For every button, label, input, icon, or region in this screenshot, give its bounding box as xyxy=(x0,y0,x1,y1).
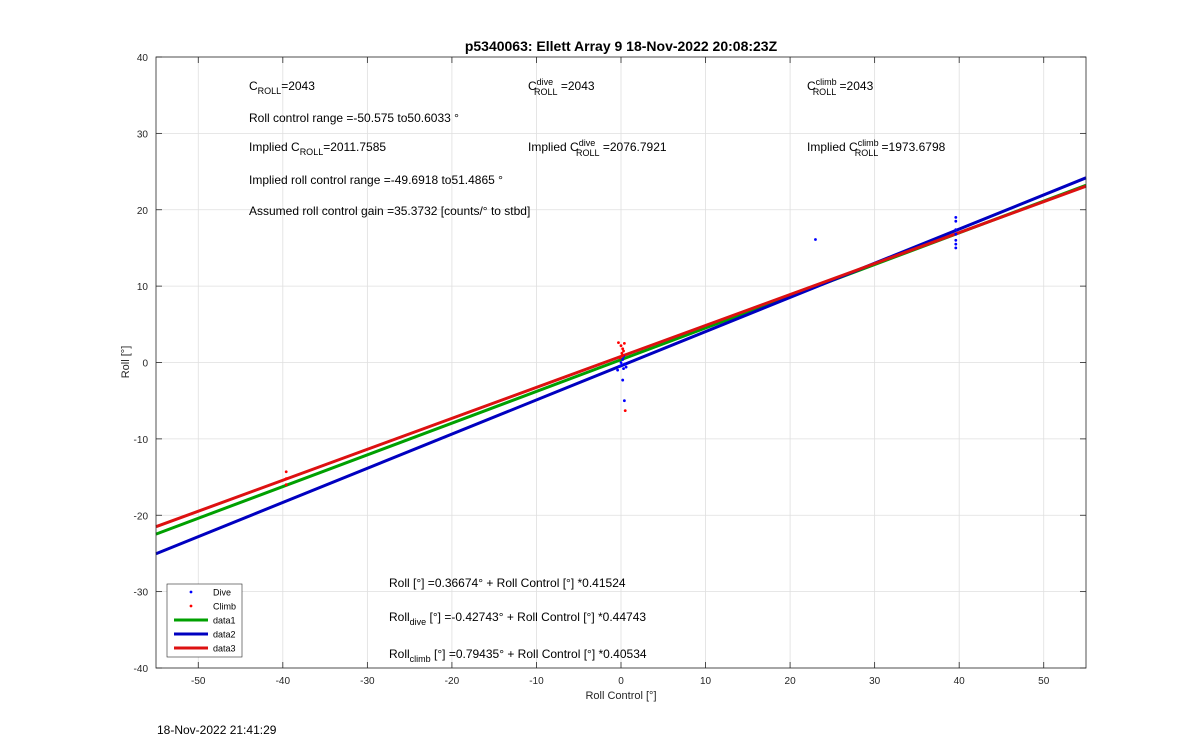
legend-label: Climb xyxy=(213,602,236,612)
y-tick-label: -40 xyxy=(134,664,149,675)
scatter-points xyxy=(284,215,958,487)
x-tick-label: -50 xyxy=(191,676,206,687)
point-dive xyxy=(954,246,958,250)
y-tick-label: -30 xyxy=(134,588,149,599)
legend-label: data1 xyxy=(213,616,236,626)
point-dive xyxy=(624,365,628,369)
point-climb xyxy=(621,354,625,358)
implied-c-roll-climb-label: Implied Cclimb ROLL =1973.6798 xyxy=(807,138,946,158)
legend: Dive Climb data1 data2 data3 xyxy=(166,583,243,658)
point-dive xyxy=(622,367,625,371)
x-tick-label: 10 xyxy=(700,676,712,687)
point-climb xyxy=(621,347,625,351)
point-climb xyxy=(617,341,620,345)
point-dive xyxy=(954,219,958,223)
x-tick-label: 0 xyxy=(618,676,624,687)
fit-climb-label: Rollclimb [°] =0.79435° + Roll Control [… xyxy=(389,647,647,664)
point-climb xyxy=(622,342,626,345)
point-dive xyxy=(621,358,625,361)
y-axis-label: Roll [°] xyxy=(120,346,132,379)
y-tick-label: -20 xyxy=(134,511,149,522)
gain-label: Assumed roll control gain =35.3732 [coun… xyxy=(249,204,530,218)
point-climb xyxy=(620,351,624,355)
point-dive xyxy=(623,362,627,366)
point-dive xyxy=(954,238,958,242)
point-dive xyxy=(621,378,625,382)
c-roll-dive-label: Cdive ROLL =2043 xyxy=(528,77,595,97)
point-dive xyxy=(954,232,958,236)
x-tick-label: -30 xyxy=(360,676,375,687)
roll-chart: -50 -40 -30 -20 -10 0 10 20 30 40 50 -40 -30 -20 -10 0 1… xyxy=(120,38,1087,702)
legend-label: data3 xyxy=(213,644,236,654)
fit-dive-label: Rolldive [°] =-0.42743° + Roll Control [… xyxy=(389,610,646,627)
y-tick-label: 20 xyxy=(137,206,149,217)
fit-all-label: Roll [°] =0.36674° + Roll Control [°] *0… xyxy=(389,576,626,590)
point-dive xyxy=(617,364,621,368)
point-climb xyxy=(623,409,627,413)
axis-ticks xyxy=(156,56,1086,669)
point-dive xyxy=(619,361,623,364)
y-tick-label: 30 xyxy=(137,129,149,140)
legend-label: data2 xyxy=(213,630,236,640)
point-climb xyxy=(284,470,288,474)
implied-c-roll-dive-label: Implied Cdive ROLL =2076.7921 xyxy=(528,138,667,158)
annotations: CROLL=2043 Cdive ROLL =2043 Cclimb ROLL =204… xyxy=(249,77,946,664)
implied-c-roll-label: Implied CROLL=2011.7585 xyxy=(249,140,386,157)
y-tick-label: 10 xyxy=(137,282,149,293)
point-dive xyxy=(814,238,817,241)
x-tick-label: 20 xyxy=(785,676,797,687)
x-axis-label: Roll Control [°] xyxy=(585,690,656,702)
y-tick-label: 0 xyxy=(142,359,148,370)
x-tick-label: -40 xyxy=(276,676,291,687)
legend-label: Dive xyxy=(213,588,231,598)
point-dive xyxy=(954,242,958,246)
c-roll-label: CROLL=2043 xyxy=(249,79,315,96)
point-dive xyxy=(954,228,958,232)
legend-marker-climb xyxy=(189,604,193,608)
point-climb xyxy=(622,349,625,353)
c-roll-climb-label: Cclimb ROLL =2043 xyxy=(807,77,874,97)
fit-line-data3 xyxy=(155,184,1087,529)
point-climb xyxy=(284,483,288,487)
roll-range-label: Roll control range =-50.575 to50.6033 ° xyxy=(249,111,459,125)
tick-labels: -50 -40 -30 -20 -10 0 10 20 30 40 50 -40 -30 -20 -10 0 1… xyxy=(134,53,1050,687)
x-tick-label: -20 xyxy=(445,676,460,687)
y-tick-label: -10 xyxy=(134,435,149,446)
point-dive xyxy=(954,215,958,219)
implied-range-label: Implied roll control range =-49.6918 to5… xyxy=(249,173,503,187)
x-tick-label: 50 xyxy=(1038,676,1050,687)
point-dive xyxy=(620,363,624,367)
chart-title: p5340063: Ellett Array 9 18-Nov-2022 20:… xyxy=(465,38,778,54)
y-tick-label: 40 xyxy=(137,53,149,64)
footer-date: 18-Nov-2022 21:41:29 xyxy=(157,723,277,737)
x-tick-label: 40 xyxy=(954,676,966,687)
point-dive xyxy=(616,368,620,372)
point-climb xyxy=(618,356,622,360)
x-tick-label: -10 xyxy=(529,676,544,687)
point-climb xyxy=(284,477,288,480)
x-tick-label: 30 xyxy=(869,676,881,687)
point-climb xyxy=(619,344,623,348)
legend-marker-dive xyxy=(189,590,193,594)
point-dive xyxy=(622,399,626,403)
